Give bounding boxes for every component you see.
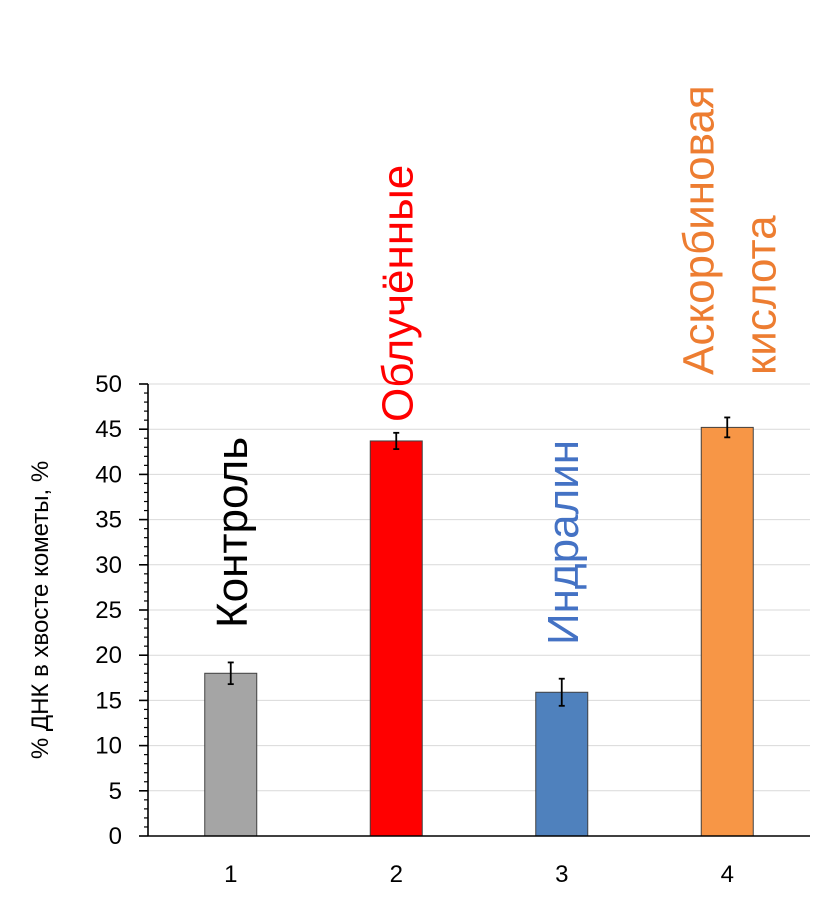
bars (204, 426, 754, 837)
bar-label-4: Аскорбиновая кислота (674, 85, 785, 375)
bar-4 (700, 426, 754, 837)
y-tick-label: 10 (95, 733, 122, 760)
x-tick-label: 4 (721, 861, 734, 888)
x-tick-label: 2 (390, 861, 403, 888)
axes: 0 5 10 15 20 25 30 35 40 45 50 1 2 3 4 (95, 371, 810, 888)
y-tick-label: 0 (109, 823, 122, 850)
y-tick-label: 20 (95, 642, 122, 669)
error-bars (227, 416, 731, 707)
x-tick-label: 1 (224, 861, 237, 888)
x-tick-label: 3 (555, 861, 568, 888)
bar-3 (535, 691, 589, 837)
y-tick-label: 5 (109, 778, 122, 805)
y-tick-label: 50 (95, 371, 122, 398)
y-tick-label: 25 (95, 597, 122, 624)
bar-label-line: Индралин (539, 440, 588, 645)
y-tick-label: 45 (95, 416, 122, 443)
bar-2 (369, 440, 423, 837)
y-tick-label: 15 (95, 687, 122, 714)
y-axis-title: % ДНК в хвосте кометы, % (27, 461, 54, 759)
bar-labels: Контроль Облучённые Индралин Аскорбиновая ки… (208, 85, 786, 645)
bar-label-1: Контроль (208, 437, 257, 628)
bar-label-3: Индралин (539, 440, 588, 645)
y-tick-label: 30 (95, 552, 122, 579)
gridlines (148, 383, 810, 792)
bar-label-line: кислота (736, 215, 785, 375)
y-tick-label: 35 (95, 507, 122, 534)
bar-label-line: Облучённые (373, 165, 422, 422)
bar-label-line: Аскорбиновая (674, 85, 723, 375)
bar-1 (204, 672, 258, 837)
y-tick-label: 40 (95, 461, 122, 488)
bar-label-line: Контроль (208, 437, 257, 628)
bar-label-2: Облучённые (373, 165, 422, 422)
